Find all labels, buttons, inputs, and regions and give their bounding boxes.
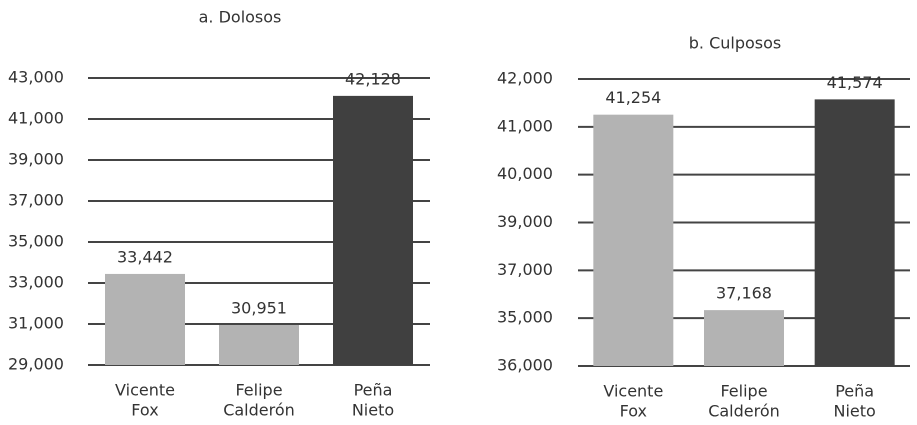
x-tick-label: Nieto bbox=[834, 402, 876, 421]
value-label: 30,951 bbox=[231, 299, 287, 318]
bar bbox=[333, 95, 413, 365]
y-tick-label: 40,000 bbox=[497, 164, 553, 183]
value-label: 41,254 bbox=[605, 88, 661, 107]
bar bbox=[593, 114, 674, 366]
y-tick-label: 39,000 bbox=[497, 212, 553, 231]
chart-title: b. Culposos bbox=[689, 34, 782, 53]
x-tick-label: Vicente bbox=[115, 381, 175, 400]
y-tick-label: 33,000 bbox=[8, 273, 64, 292]
x-tick-label: Calderón bbox=[223, 401, 295, 420]
x-tick-label: Felipe bbox=[720, 382, 767, 401]
y-tick-label: 41,000 bbox=[497, 116, 553, 135]
y-tick-label: 42,000 bbox=[497, 69, 553, 88]
x-tick-label: Fox bbox=[131, 401, 158, 420]
y-tick-label: 31,000 bbox=[8, 314, 64, 333]
y-tick-label: 36,000 bbox=[497, 356, 553, 375]
x-tick-label: Fox bbox=[620, 402, 647, 421]
value-label: 42,128 bbox=[345, 69, 401, 88]
x-tick-label: Nieto bbox=[352, 401, 394, 420]
x-tick-label: Vicente bbox=[603, 382, 663, 401]
y-tick-label: 29,000 bbox=[8, 355, 64, 374]
bar bbox=[704, 310, 784, 366]
value-label: 33,442 bbox=[117, 247, 173, 266]
y-tick-label: 43,000 bbox=[8, 68, 64, 87]
x-tick-label: Felipe bbox=[235, 381, 282, 400]
value-label: 41,574 bbox=[827, 73, 883, 92]
bar bbox=[105, 273, 185, 365]
bar bbox=[814, 99, 895, 366]
y-tick-label: 41,000 bbox=[8, 109, 64, 128]
chart-title: a. Dolosos bbox=[199, 8, 282, 27]
x-tick-label: Peña bbox=[835, 382, 874, 401]
x-tick-label: Calderón bbox=[708, 402, 780, 421]
y-tick-label: 37,000 bbox=[8, 191, 64, 210]
bar bbox=[219, 325, 299, 365]
y-tick-label: 37,000 bbox=[497, 260, 553, 279]
y-tick-label: 39,000 bbox=[8, 150, 64, 169]
y-tick-label: 35,000 bbox=[8, 232, 64, 251]
value-label: 37,168 bbox=[716, 284, 772, 303]
x-tick-label: Peña bbox=[354, 381, 393, 400]
y-tick-label: 35,000 bbox=[497, 308, 553, 327]
